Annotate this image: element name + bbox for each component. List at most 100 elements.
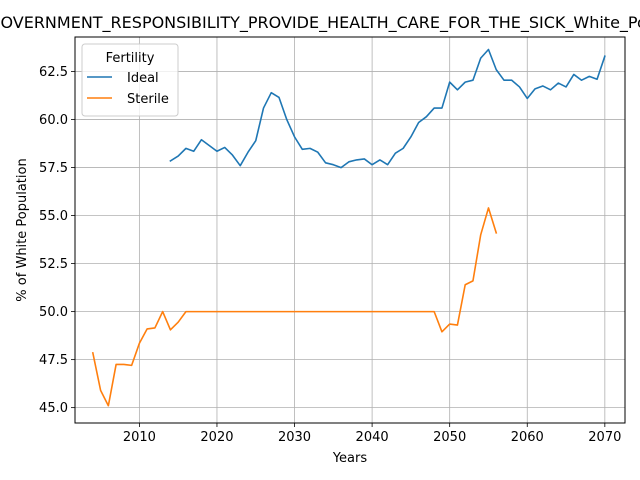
legend-title: Fertility [106,51,155,66]
y-tick-label: 50.0 [39,305,68,320]
data-point [527,98,528,99]
x-tick-label: 2010 [123,430,156,445]
x-tick-label: 2060 [511,430,544,445]
data-point [271,92,272,93]
data-point [216,311,217,312]
data-point [278,97,279,98]
x-tick-label: 2050 [433,430,466,445]
data-point [240,311,241,312]
tick-layer: 2010 2020 2030 2040 2050 2060 2070 45.0 47.5 50.0… [39,65,621,445]
data-point [162,311,163,312]
data-point [511,80,512,81]
legend-label-sterile: Sterile [127,92,169,107]
data-point [185,148,186,149]
data-point [496,69,497,70]
data-point [418,122,419,123]
data-point [302,311,303,312]
legend-label-ideal: Ideal [127,71,159,86]
data-point [294,311,295,312]
data-point [139,343,140,344]
x-tick-label: 2030 [278,430,311,445]
data-point [325,311,326,312]
data-point [589,76,590,77]
data-point [255,140,256,141]
data-point [286,311,287,312]
data-point [364,311,365,312]
data-point [255,311,256,312]
data-point [558,82,559,83]
series-line-sterile [91,207,498,407]
y-tick-label: 57.5 [39,161,68,176]
data-point [480,234,481,235]
data-point [333,311,334,312]
data-point [457,324,458,325]
data-point [604,56,605,57]
data-point [340,167,341,168]
data-point [224,147,225,148]
y-tick-label: 55.0 [39,209,68,224]
data-point [108,405,109,406]
data-point [403,311,404,312]
data-point [232,311,233,312]
data-point [309,311,310,312]
data-point [232,155,233,156]
legend: Fertility Ideal Sterile [81,43,179,117]
data-point [480,58,481,59]
data-point [340,311,341,312]
data-point [581,80,582,81]
data-point [333,164,334,165]
data-point [317,311,318,312]
data-point [170,160,171,161]
data-point [209,311,210,312]
y-tick-label: 62.5 [39,65,68,80]
data-point [534,88,535,89]
data-point [387,164,388,165]
data-point [317,152,318,153]
data-point [209,145,210,146]
data-point [387,311,388,312]
series-line-ideal [169,48,606,169]
data-point [472,280,473,281]
data-point [278,311,279,312]
data-point [263,311,264,312]
data-point [503,80,504,81]
data-point [449,82,450,83]
data-point [434,107,435,108]
data-point [170,329,171,330]
data-point [379,311,380,312]
data-point [294,136,295,137]
data-point [550,89,551,90]
data-point [372,311,373,312]
data-point [441,331,442,332]
data-point [178,155,179,156]
data-point [193,311,194,312]
data-point [403,148,404,149]
data-point [356,311,357,312]
data-point [123,364,124,365]
data-point [286,119,287,120]
data-point [457,89,458,90]
data-point [348,161,349,162]
data-point [185,311,186,312]
data-point [395,311,396,312]
data-point [247,152,248,153]
data-point [193,151,194,152]
data-point [449,323,450,324]
data-point [263,107,264,108]
y-tick-label: 47.5 [39,353,68,368]
data-point [565,86,566,87]
data-point [418,311,419,312]
data-point [309,148,310,149]
data-point [356,159,357,160]
data-point [100,390,101,391]
y-tick-label: 52.5 [39,257,68,272]
y-tick-label: 45.0 [39,401,68,416]
data-point [247,311,248,312]
data-point [325,162,326,163]
data-point [542,85,543,86]
y-tick-label: 60.0 [39,113,68,128]
x-tick-label: 2020 [200,430,233,445]
data-point [496,232,497,233]
data-point [426,311,427,312]
